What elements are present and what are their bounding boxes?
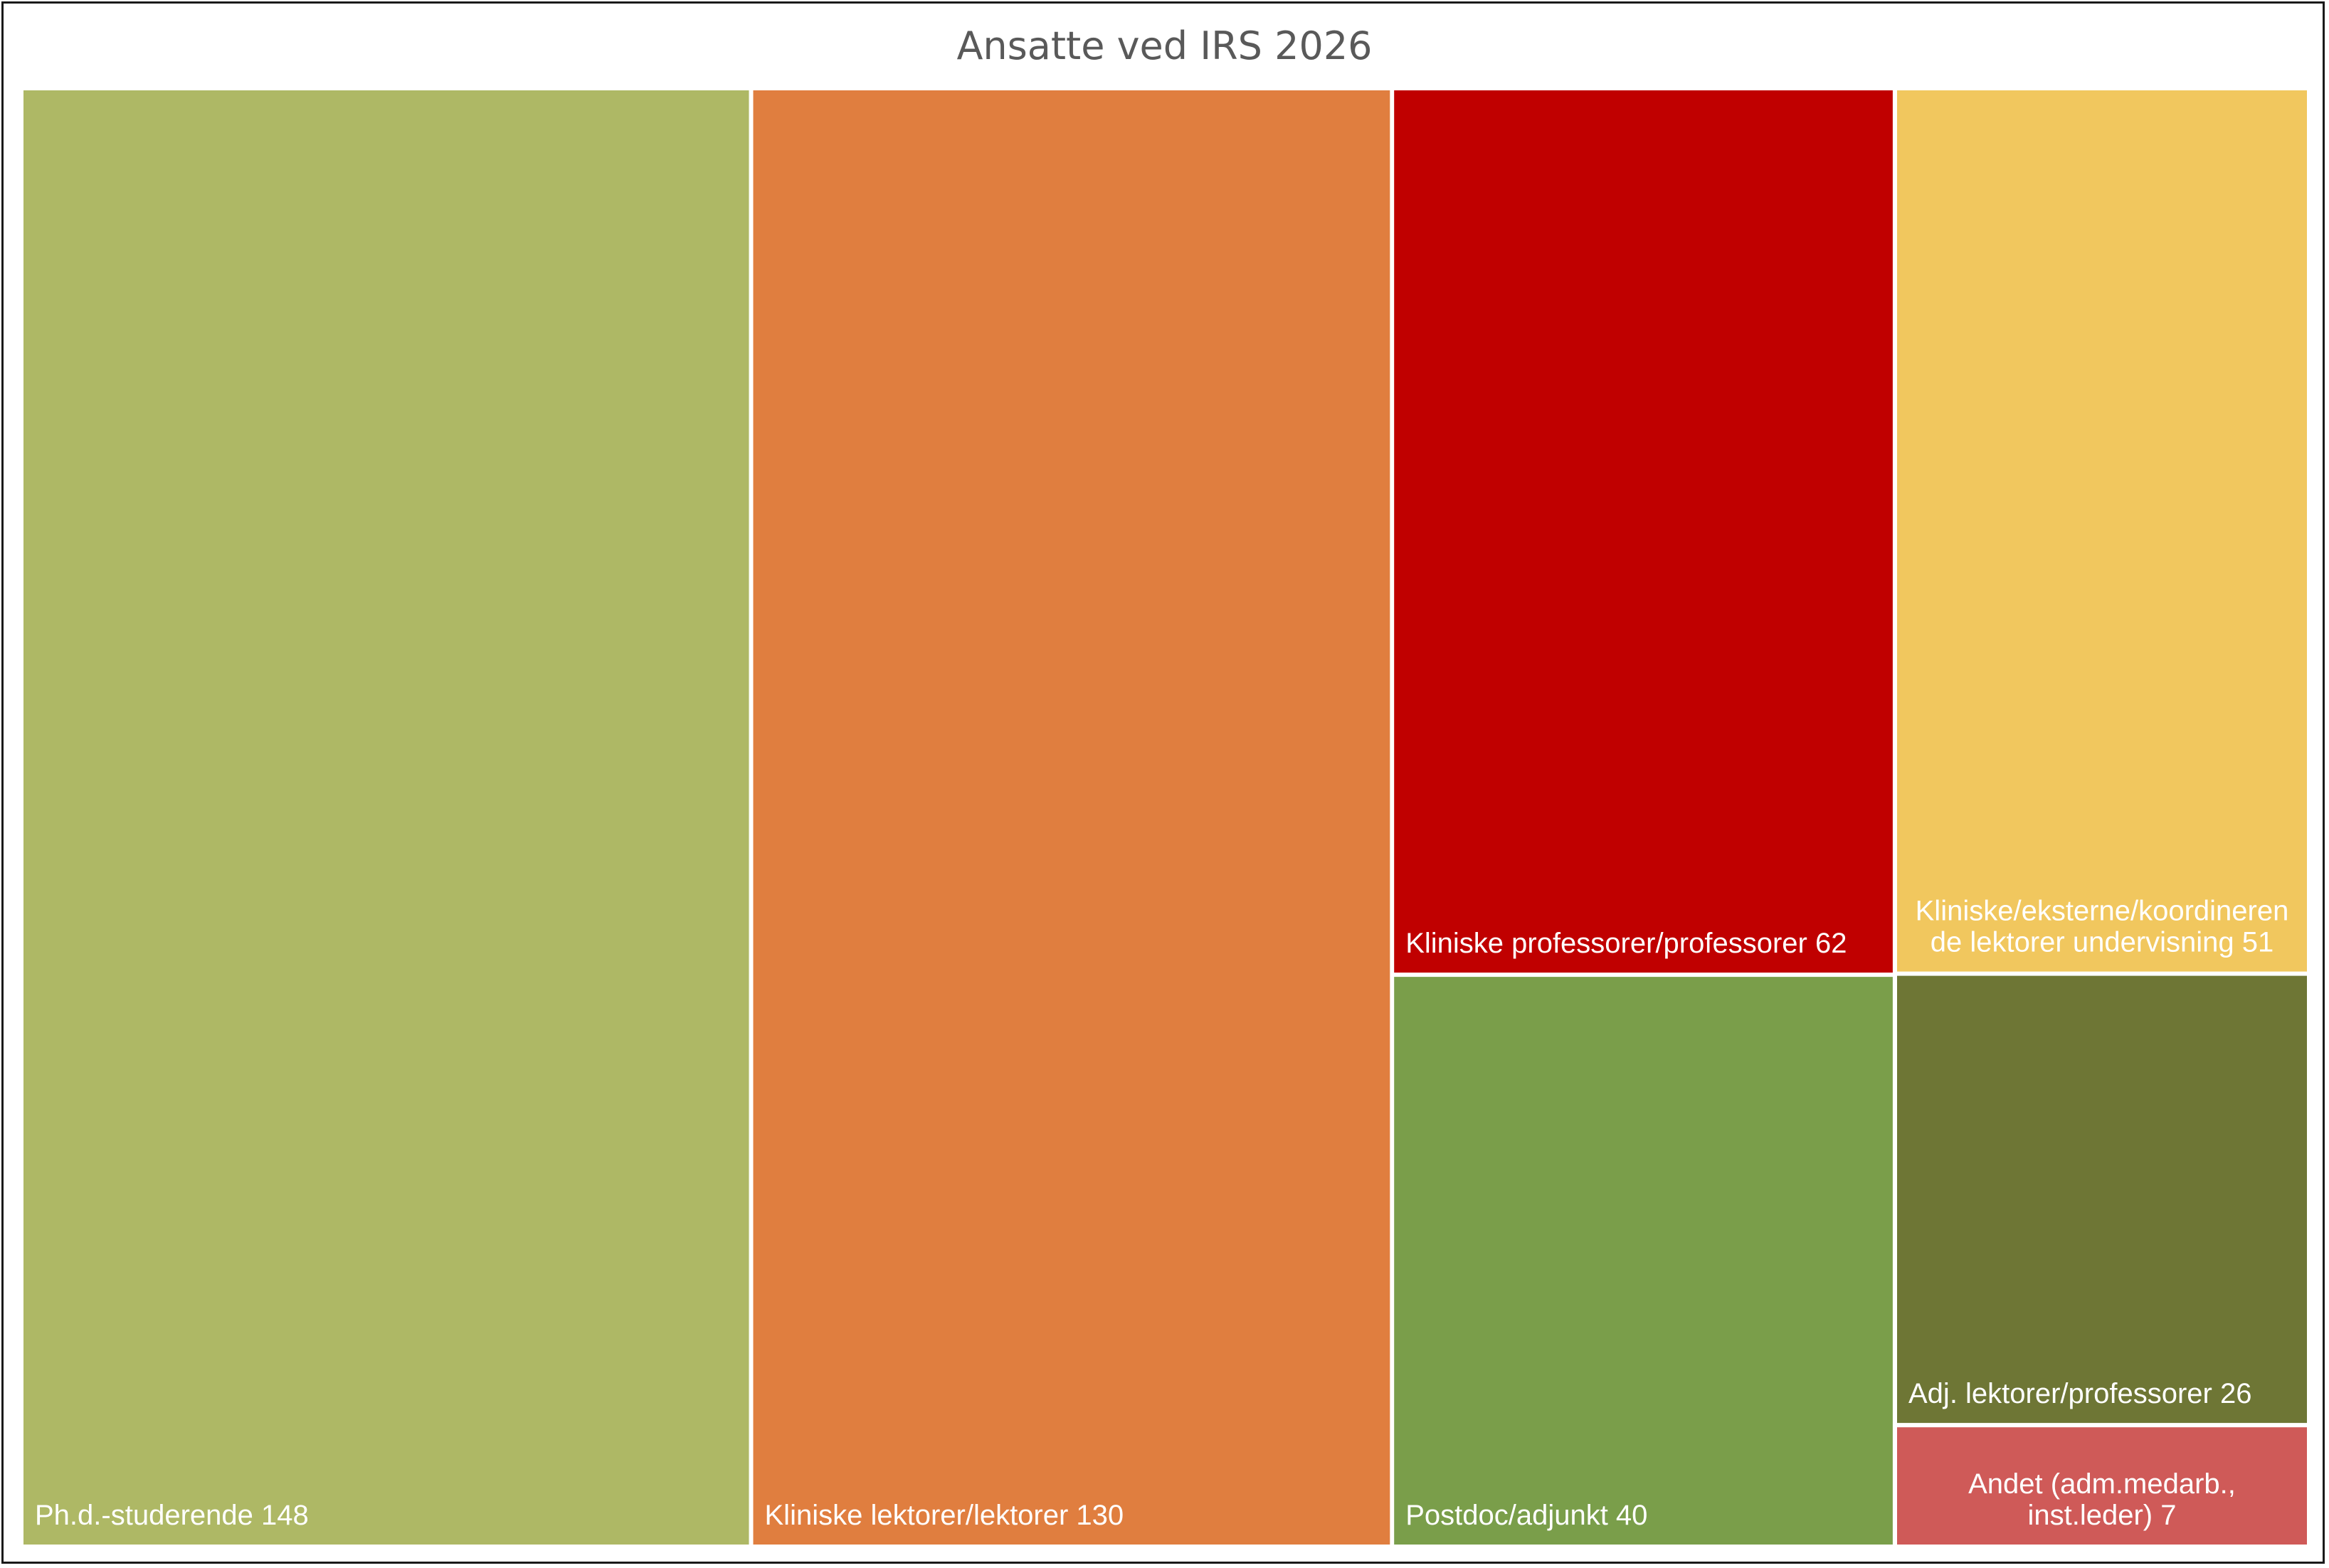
treemap-tile-rect bbox=[1394, 90, 1893, 973]
treemap-tile-label: Kliniske lektorer/lektorer 130 bbox=[765, 1500, 1124, 1531]
treemap-tile-rect bbox=[23, 90, 749, 1545]
treemap-tile-rect bbox=[1897, 975, 2307, 1424]
treemap-tile-label: Postdoc/adjunkt 40 bbox=[1405, 1500, 1647, 1531]
treemap-tile-label: de lektorer undervisning 51 bbox=[1931, 927, 2274, 958]
treemap-tile: Kliniske lektorer/lektorer 130 bbox=[753, 90, 1390, 1545]
treemap-tile: Ph.d.-studerende 148 bbox=[23, 90, 749, 1545]
treemap-tile: Andet (adm.medarb.,inst.leder) 7 bbox=[1897, 1427, 2307, 1545]
treemap-tile-label: Kliniske professorer/professorer 62 bbox=[1405, 928, 1847, 959]
treemap-tile-rect bbox=[1897, 90, 2307, 972]
treemap-tile: Adj. lektorer/professorer 26 bbox=[1897, 975, 2307, 1424]
treemap-tile-label: Kliniske/eksterne/koordineren bbox=[1916, 896, 2289, 927]
treemap-tile-rect bbox=[1394, 977, 1893, 1545]
treemap-tile-label: Ph.d.-studerende 148 bbox=[35, 1500, 309, 1531]
treemap-tile-rect bbox=[753, 90, 1390, 1545]
treemap-tile-label: Andet (adm.medarb., bbox=[1968, 1468, 2236, 1500]
treemap-tile: Postdoc/adjunkt 40 bbox=[1394, 977, 1893, 1545]
chart-title: Ansatte ved IRS 2026 bbox=[956, 23, 1373, 68]
treemap-tile-label: Adj. lektorer/professorer 26 bbox=[1908, 1378, 2251, 1409]
treemap-tile-label: inst.leder) 7 bbox=[2028, 1500, 2177, 1531]
treemap-tile-rect bbox=[1897, 1427, 2307, 1545]
treemap-tile: Kliniske professorer/professorer 62 bbox=[1394, 90, 1893, 973]
